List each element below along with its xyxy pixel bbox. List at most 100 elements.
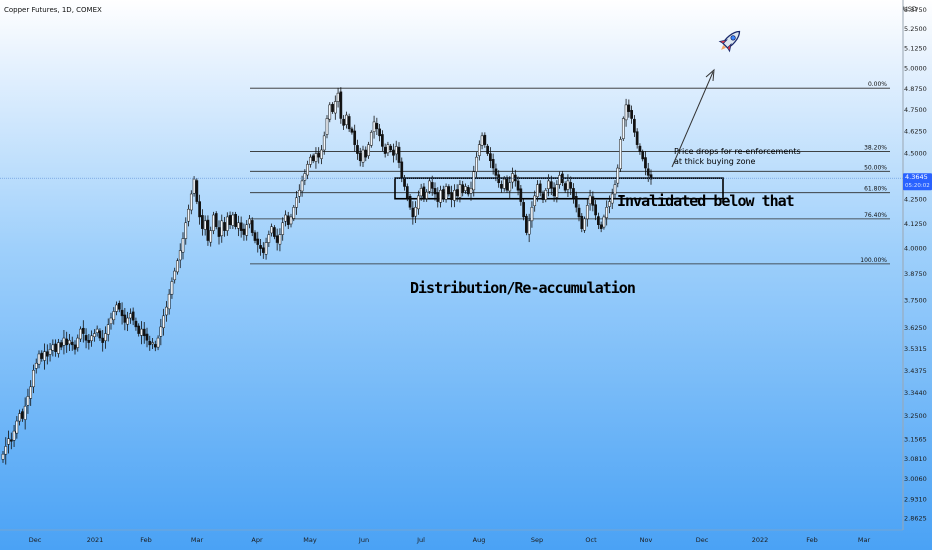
- time-axis[interactable]: Dec 2021 Feb Mar Apr May Jun Jul Aug Sep Oct Nov Dec…: [0, 529, 903, 544]
- candle: [37, 350, 41, 369]
- projection-arrow-line[interactable]: [671, 71, 714, 168]
- time-tick-label: Aug: [473, 536, 486, 544]
- price-tick-label: 2.9310: [904, 495, 927, 503]
- candle: [403, 175, 406, 191]
- distribution-label[interactable]: Distribution/Re-accumulation: [410, 279, 636, 297]
- candle: [115, 301, 118, 316]
- fib-retracement[interactable]: 0.00% 38.20% 50.00% 61.80% 76.40% 100.00%: [250, 81, 890, 265]
- candle: [541, 190, 545, 204]
- price-tick-label: 4.6250: [904, 127, 927, 135]
- candle: [458, 180, 462, 203]
- candle: [563, 181, 567, 193]
- candle: [491, 153, 495, 175]
- candle: [231, 211, 235, 229]
- price-tick-label: 4.2500: [904, 196, 927, 204]
- price-tick-label: 5.0000: [904, 65, 927, 73]
- candle: [189, 190, 193, 215]
- candle: [159, 318, 163, 346]
- chart-title: Copper Futures, 1D, COMEX: [4, 6, 102, 14]
- price-tick-label: 3.0810: [904, 455, 927, 463]
- candle: [383, 143, 387, 158]
- candle: [303, 169, 307, 186]
- price-tick-label: 3.8750: [904, 270, 927, 278]
- invalidated-label[interactable]: Invalidated below that: [617, 192, 795, 210]
- price-tick-label: 5.1250: [904, 45, 927, 53]
- rocket-icon: [718, 30, 741, 53]
- candle: [394, 140, 398, 161]
- note-line-2[interactable]: at thick buying zone: [674, 157, 756, 166]
- candle: [148, 335, 152, 351]
- candle: [389, 143, 393, 153]
- candle: [264, 237, 268, 260]
- fib-level-label: 100.00%: [860, 257, 887, 264]
- candle: [320, 145, 323, 165]
- candle: [333, 95, 337, 120]
- candle: [489, 147, 492, 168]
- candle: [580, 213, 584, 233]
- price-tick-label: 2.8625: [904, 514, 927, 522]
- note-line-1[interactable]: Price drops for re-enforcements: [674, 147, 801, 156]
- candle: [594, 200, 597, 221]
- candle: [574, 191, 578, 213]
- candle: [464, 183, 467, 194]
- candle: [425, 189, 429, 202]
- candle: [477, 140, 481, 161]
- candle: [134, 317, 138, 331]
- candle: [552, 182, 556, 202]
- candle: [203, 215, 207, 236]
- currency-label: USD: [903, 5, 917, 13]
- candle: [165, 301, 168, 322]
- candle: [151, 338, 154, 349]
- candle: [519, 185, 523, 206]
- candle: [649, 169, 653, 185]
- fib-level-label: 61.80%: [864, 186, 887, 193]
- candle: [502, 176, 506, 192]
- candle: [142, 321, 146, 344]
- candle: [367, 141, 370, 159]
- candle: [209, 226, 213, 247]
- time-tick-label: Dec: [29, 536, 42, 544]
- candle: [59, 339, 63, 351]
- candle: [106, 318, 110, 342]
- candle: [408, 194, 412, 210]
- candle: [480, 132, 484, 150]
- candle: [234, 211, 237, 230]
- candle: [624, 98, 628, 127]
- candle: [436, 187, 440, 208]
- price-axis[interactable]: USD 5.3750 5.2500 5.1250 5.0000 4.8750 4.7500…: [902, 0, 932, 530]
- candle: [566, 174, 570, 197]
- candle: [101, 329, 105, 352]
- candle: [167, 289, 171, 315]
- candle: [93, 329, 96, 342]
- time-tick-label: Feb: [140, 536, 152, 544]
- candle: [414, 201, 417, 224]
- candle: [453, 184, 456, 208]
- candle: [275, 228, 279, 251]
- price-tick-label: 3.5315: [904, 345, 927, 353]
- candle: [411, 201, 415, 225]
- candle: [126, 311, 129, 332]
- candle: [104, 326, 107, 349]
- candle: [331, 102, 334, 114]
- fib-level-label: 50.00%: [864, 164, 887, 171]
- candle: [29, 380, 33, 406]
- candle: [369, 130, 373, 148]
- time-tick-label: Nov: [640, 536, 653, 544]
- candle: [137, 323, 141, 337]
- candle: [156, 335, 160, 351]
- candle: [281, 217, 285, 241]
- candle: [57, 338, 60, 358]
- candle: [81, 320, 85, 343]
- price-tick-label: 4.8750: [904, 85, 927, 93]
- candle: [68, 334, 71, 351]
- candle: [644, 151, 647, 176]
- candle: [245, 220, 249, 241]
- candle: [87, 334, 91, 350]
- candle: [439, 185, 442, 208]
- candle: [599, 221, 603, 233]
- candle: [54, 339, 57, 357]
- candle: [192, 176, 196, 197]
- candle: [12, 425, 16, 448]
- candle: [608, 195, 611, 214]
- candle: [112, 307, 116, 325]
